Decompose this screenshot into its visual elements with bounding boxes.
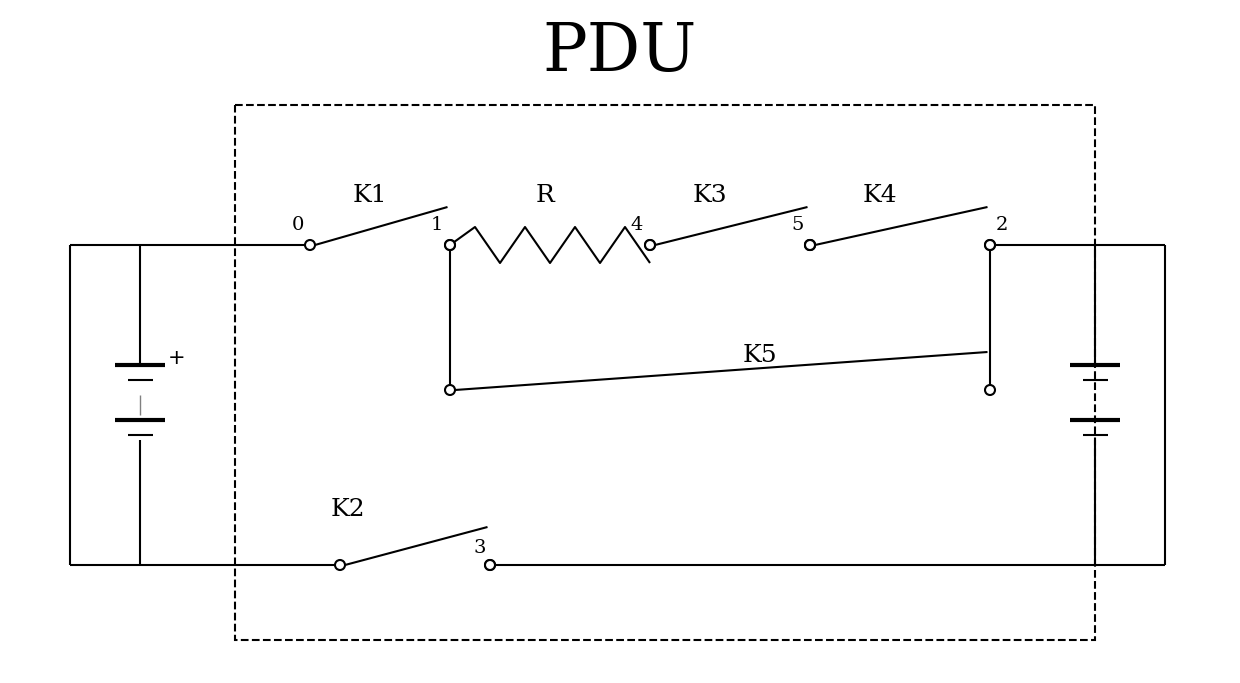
Text: 5: 5 xyxy=(792,216,805,234)
Circle shape xyxy=(805,240,815,250)
Text: 3: 3 xyxy=(474,539,486,557)
Text: PDU: PDU xyxy=(543,19,697,85)
Circle shape xyxy=(445,385,455,395)
Circle shape xyxy=(645,240,655,250)
Circle shape xyxy=(805,240,815,250)
Circle shape xyxy=(485,560,495,570)
Circle shape xyxy=(485,560,495,570)
Circle shape xyxy=(805,240,815,250)
Text: K1: K1 xyxy=(352,184,387,206)
Circle shape xyxy=(985,240,994,250)
Text: R: R xyxy=(536,184,554,206)
Circle shape xyxy=(305,240,315,250)
Text: 4: 4 xyxy=(631,216,644,234)
Text: +: + xyxy=(169,348,186,368)
Circle shape xyxy=(645,240,655,250)
Circle shape xyxy=(985,385,994,395)
Text: K5: K5 xyxy=(743,344,777,367)
Circle shape xyxy=(445,240,455,250)
Bar xyxy=(236,105,1095,640)
Text: K2: K2 xyxy=(331,499,366,522)
Text: 0: 0 xyxy=(291,216,304,234)
Text: 1: 1 xyxy=(430,216,443,234)
Circle shape xyxy=(445,240,455,250)
Text: K4: K4 xyxy=(863,184,898,206)
Circle shape xyxy=(335,560,345,570)
Circle shape xyxy=(985,240,994,250)
Text: 2: 2 xyxy=(996,216,1008,234)
Text: K3: K3 xyxy=(693,184,728,206)
